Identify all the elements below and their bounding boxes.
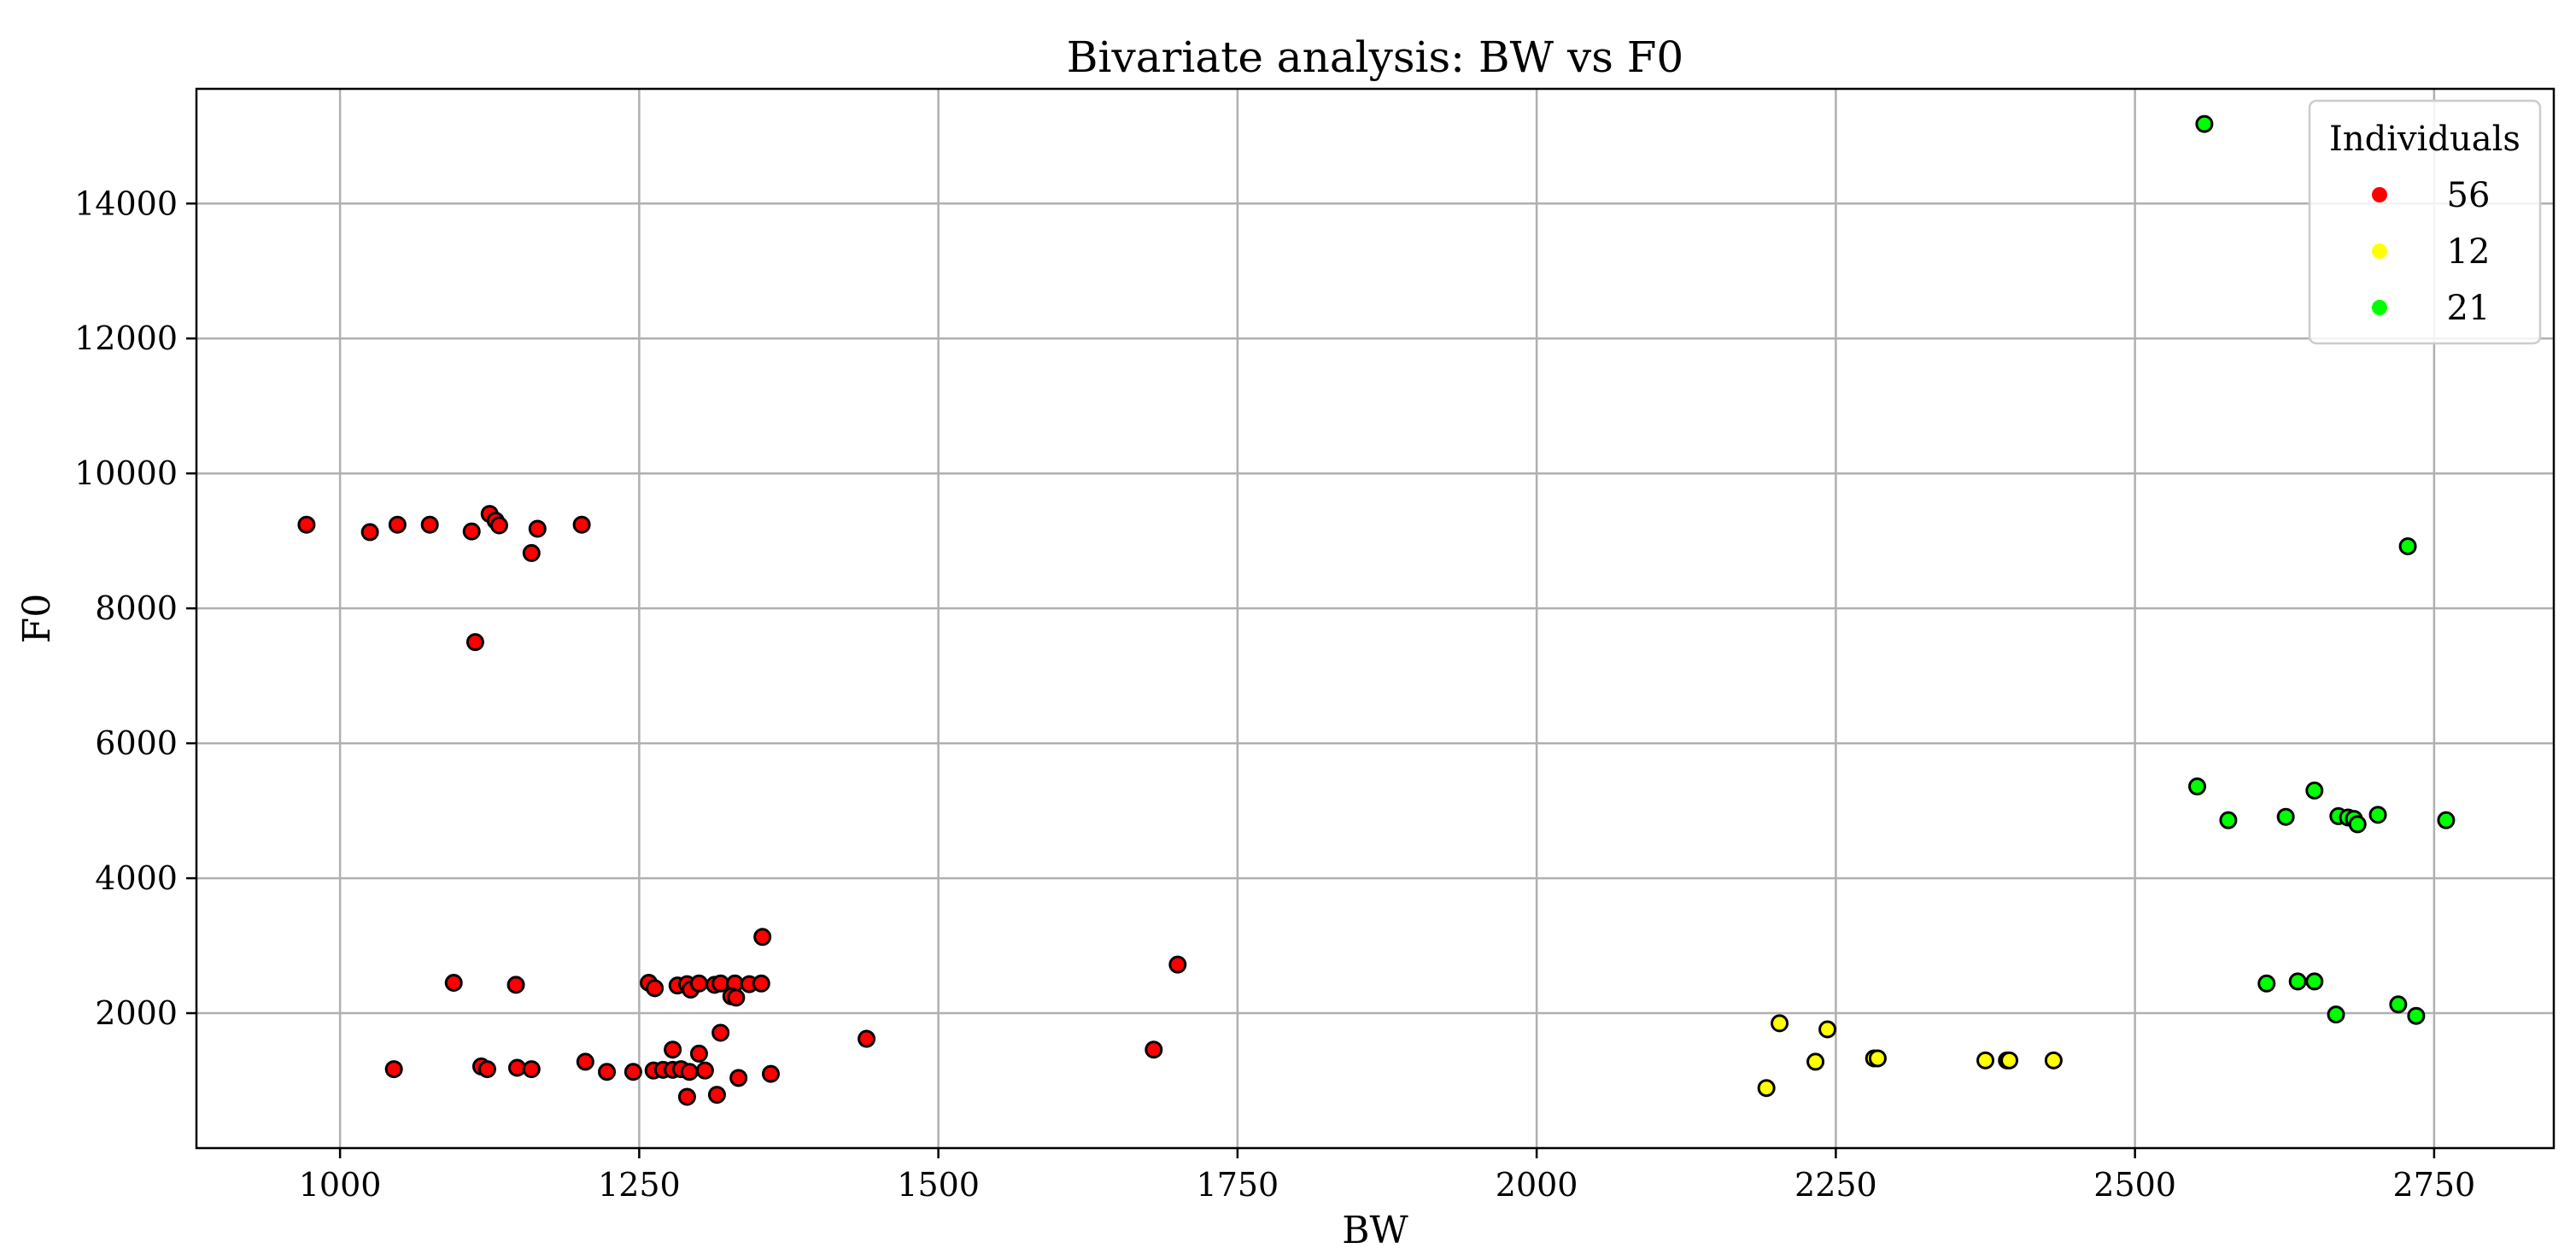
data-point-56 bbox=[689, 974, 708, 993]
data-point-56 bbox=[576, 1052, 594, 1071]
data-point-21 bbox=[2389, 995, 2408, 1014]
data-point-56 bbox=[528, 519, 547, 538]
data-point-56 bbox=[727, 988, 746, 1007]
x-tick-label: 2750 bbox=[2393, 1166, 2476, 1204]
data-point-21 bbox=[2305, 781, 2324, 800]
x-tick-label: 2250 bbox=[1794, 1166, 1877, 1204]
data-point-56 bbox=[1145, 1040, 1163, 1059]
data-point-56 bbox=[477, 1060, 496, 1079]
data-point-56 bbox=[297, 515, 316, 534]
y-tick-label: 14000 bbox=[74, 185, 178, 222]
x-tick-label: 1250 bbox=[598, 1166, 681, 1204]
x-tick-label: 1500 bbox=[897, 1166, 980, 1204]
legend-title: Individuals bbox=[2329, 120, 2520, 159]
data-point-21 bbox=[2257, 974, 2276, 993]
data-point-56 bbox=[572, 515, 591, 534]
data-point-56 bbox=[646, 979, 664, 998]
data-point-56 bbox=[753, 928, 772, 946]
data-point-56 bbox=[695, 1061, 714, 1080]
legend-marker-56 bbox=[2372, 187, 2387, 202]
data-point-56 bbox=[444, 973, 463, 992]
data-point-21 bbox=[2276, 807, 2295, 826]
legend-label-12: 12 bbox=[2447, 232, 2491, 272]
data-point-56 bbox=[664, 1040, 682, 1059]
data-point-56 bbox=[420, 515, 439, 534]
data-point-56 bbox=[761, 1064, 780, 1083]
data-point-12 bbox=[1818, 1020, 1837, 1039]
data-point-56 bbox=[752, 974, 770, 993]
legend-marker-12 bbox=[2372, 243, 2387, 259]
data-point-56 bbox=[506, 976, 525, 994]
data-point-12 bbox=[1757, 1079, 1776, 1098]
x-tick-label: 1000 bbox=[299, 1166, 382, 1204]
data-point-56 bbox=[711, 974, 730, 993]
data-point-56 bbox=[360, 523, 379, 542]
data-point-21 bbox=[2305, 972, 2324, 991]
data-point-56 bbox=[388, 515, 407, 534]
y-tick-label: 4000 bbox=[95, 859, 178, 897]
data-point-12 bbox=[2000, 1051, 2019, 1070]
data-point-12 bbox=[1806, 1052, 1825, 1071]
data-point-56 bbox=[465, 633, 484, 652]
data-point-56 bbox=[522, 543, 541, 562]
data-point-21 bbox=[2187, 777, 2206, 796]
data-point-56 bbox=[462, 522, 481, 541]
data-point-21 bbox=[2348, 815, 2367, 834]
x-tick-label: 1750 bbox=[1197, 1166, 1279, 1204]
data-point-56 bbox=[522, 1060, 541, 1079]
data-point-56 bbox=[680, 1063, 699, 1081]
x-tick-label: 2000 bbox=[1496, 1166, 1578, 1204]
data-point-56 bbox=[689, 1044, 708, 1063]
y-tick-label: 6000 bbox=[95, 724, 178, 762]
data-point-21 bbox=[2437, 811, 2456, 829]
data-point-12 bbox=[2044, 1051, 2063, 1070]
data-point-21 bbox=[2327, 1005, 2345, 1024]
data-point-56 bbox=[707, 1086, 726, 1105]
y-tick-label: 12000 bbox=[74, 319, 178, 357]
data-point-21 bbox=[2219, 811, 2238, 829]
data-point-56 bbox=[598, 1063, 617, 1081]
data-point-12 bbox=[1771, 1014, 1789, 1033]
legend-label-56: 56 bbox=[2447, 176, 2491, 215]
data-point-56 bbox=[507, 1058, 526, 1077]
plot-frame bbox=[195, 87, 2556, 1150]
y-axis-label: F0 bbox=[15, 594, 59, 644]
data-point-56 bbox=[384, 1060, 403, 1079]
data-point-21 bbox=[2398, 536, 2417, 555]
legend-label-21: 21 bbox=[2447, 289, 2491, 328]
data-point-12 bbox=[1976, 1051, 1995, 1070]
x-axis-label: BW bbox=[1342, 1209, 1408, 1252]
data-point-56 bbox=[858, 1029, 876, 1048]
data-point-21 bbox=[2288, 972, 2307, 991]
data-point-56 bbox=[677, 1087, 696, 1106]
data-point-21 bbox=[2195, 114, 2214, 133]
data-point-56 bbox=[1168, 955, 1187, 974]
y-tick-label: 2000 bbox=[95, 994, 178, 1032]
data-point-56 bbox=[489, 516, 508, 535]
data-point-56 bbox=[711, 1023, 730, 1042]
data-point-56 bbox=[624, 1063, 642, 1081]
legend: Individuals 56 12 21 bbox=[2308, 99, 2542, 345]
y-tick-label: 8000 bbox=[95, 589, 178, 627]
data-point-21 bbox=[2368, 806, 2387, 824]
data-point-56 bbox=[729, 1069, 748, 1087]
x-tick-label: 2500 bbox=[2093, 1166, 2176, 1204]
y-tick-label: 10000 bbox=[74, 454, 178, 492]
legend-marker-21 bbox=[2372, 300, 2387, 315]
data-point-12 bbox=[1868, 1049, 1887, 1068]
data-point-21 bbox=[2407, 1006, 2426, 1025]
grid-lines bbox=[196, 89, 2554, 1148]
axis-ticks: 1000 1250 1500 1750 2000 2250 2500 2750 2000 4000… bbox=[74, 185, 2475, 1204]
data-points bbox=[297, 114, 2456, 1106]
legend-box bbox=[2308, 99, 2542, 345]
chart-title: Bivariate analysis: BW vs F0 bbox=[1067, 32, 1684, 82]
